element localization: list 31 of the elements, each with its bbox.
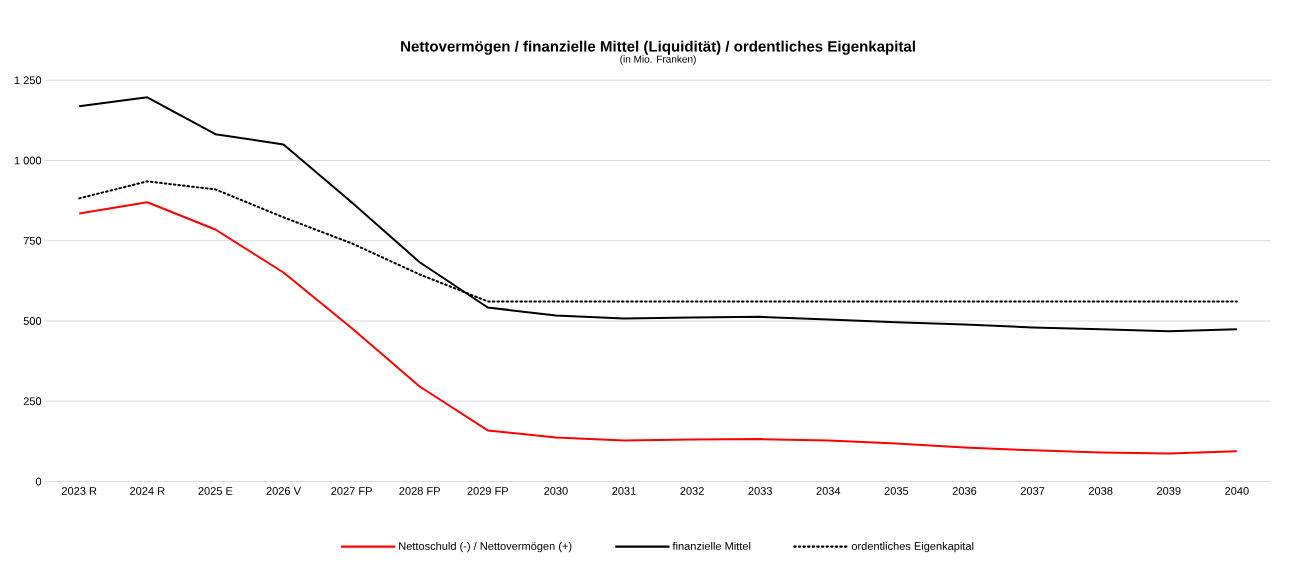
x-tick-label: 2031 (612, 487, 636, 495)
y-tick-label: 1 000 (14, 156, 42, 165)
x-tick-label: 2035 (884, 487, 909, 495)
y-tick-label: 500 (23, 317, 42, 326)
x-tick-label: 2032 (680, 487, 704, 495)
legend-label: ordentliches Eigenkapital (851, 542, 974, 553)
x-tick-label: 2024 R (130, 487, 165, 495)
x-tick-label: 2036 (952, 487, 977, 495)
x-tick-label: 2033 (748, 487, 772, 495)
y-tick-label: 750 (23, 236, 42, 245)
line-series (78, 96, 1238, 333)
x-tick-label: 2023 R (61, 487, 97, 495)
x-tick-label: 2027 FP (331, 487, 372, 495)
chart-subtitle: (in Mio. Franken) (620, 55, 696, 65)
x-tick-label: 2040 (1225, 487, 1249, 495)
line-series (78, 201, 1238, 455)
x-tick-label: 2025 E (198, 487, 233, 495)
y-tick-label: 1 250 (14, 76, 42, 85)
x-tick-label: 2039 (1157, 487, 1181, 495)
y-tick-label: 250 (23, 397, 42, 406)
x-tick-label: 2030 (544, 487, 568, 495)
x-tick-label: 2034 (816, 487, 841, 495)
y-tick-label: 0 (35, 477, 42, 486)
x-tick-label: 2038 (1088, 487, 1113, 495)
x-tick-label: 2028 FP (399, 487, 440, 495)
chart-title: Nettovermögen / finanzielle Mittel (Liquidität) / ordentliches Eigenkapital (401, 40, 915, 55)
x-tick-label: 2037 (1020, 487, 1045, 495)
x-tick-label: 2026 V (266, 487, 301, 495)
x-tick-label: 2029 FP (467, 487, 509, 495)
legend-label: finanzielle Mittel (672, 542, 751, 551)
legend-label: Nettoschuld (-) / Nettovermögen (+) (399, 542, 572, 553)
